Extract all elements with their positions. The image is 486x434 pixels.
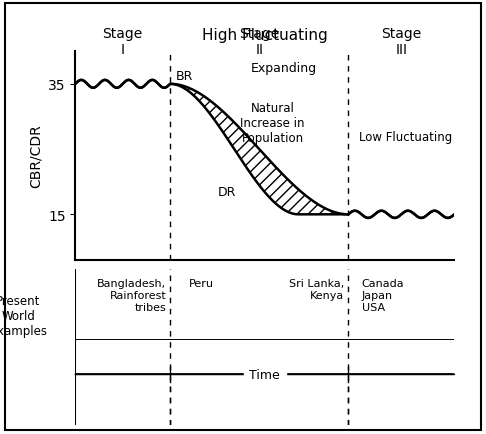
Text: Stage
III: Stage III xyxy=(381,27,421,57)
Text: Bangladesh,
Rainforest
tribes: Bangladesh, Rainforest tribes xyxy=(97,279,166,312)
Text: Expanding: Expanding xyxy=(251,62,317,75)
Text: Peru: Peru xyxy=(189,279,214,289)
Text: BR: BR xyxy=(176,70,193,82)
Text: Stage
I: Stage I xyxy=(103,27,143,57)
Text: Stage
II: Stage II xyxy=(239,27,279,57)
Text: Time: Time xyxy=(249,368,280,381)
Text: DR: DR xyxy=(218,186,236,198)
Text: Canada
Japan
USA: Canada Japan USA xyxy=(362,279,404,312)
Text: Sri Lanka,
Kenya: Sri Lanka, Kenya xyxy=(289,279,345,300)
Text: Low Fluctuating: Low Fluctuating xyxy=(359,130,452,143)
Y-axis label: CBR/CDR: CBR/CDR xyxy=(28,125,42,188)
Text: Present
World
examples: Present World examples xyxy=(0,295,47,337)
Text: Natural
Increase in
Population: Natural Increase in Population xyxy=(240,102,305,145)
Text: High Fluctuating: High Fluctuating xyxy=(202,28,328,43)
